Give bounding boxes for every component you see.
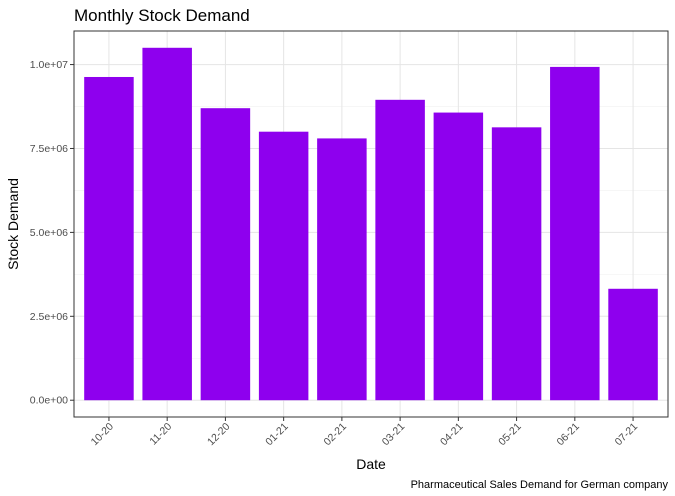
bars [84,47,658,401]
y-tick-label: 7.5e+06 [30,143,68,155]
y-tick-label: 0.0e+00 [30,395,68,407]
x-tick-label: 01-21 [263,421,291,449]
x-tick-label: 05-21 [496,421,524,449]
x-tick-label: 11-20 [147,421,174,448]
bar-03-21 [375,99,425,401]
chart-title: Monthly Stock Demand [74,6,250,25]
chart-caption: Pharmaceutical Sales Demand for German c… [411,479,669,491]
bar-02-21 [317,138,367,401]
bar-01-21 [258,131,309,401]
panel-border [73,30,669,418]
bar-05-21 [491,127,542,401]
bar-06-21 [550,66,600,401]
x-axis-title: Date [356,456,386,472]
x-tick-label: 07-21 [613,421,641,449]
bar-11-20 [142,47,192,401]
x-tick-label: 04-21 [438,421,466,449]
y-tick-label: 5.0e+06 [30,227,68,239]
bar-12-20 [200,108,251,401]
x-tick-label: 12-20 [205,421,233,449]
bar-04-21 [433,112,484,401]
y-tick-label: 1.0e+07 [30,59,68,71]
bar-10-20 [84,76,134,401]
bar-07-21 [608,288,658,401]
y-axis-title: Stock Demand [5,178,21,270]
x-tick-label: 03-21 [380,421,408,449]
y-tick-label: 2.5e+06 [30,311,68,323]
x-tick-label: 06-21 [554,421,582,449]
x-tick-label: 10-20 [89,421,117,449]
x-tick-label: 02-21 [322,421,350,449]
